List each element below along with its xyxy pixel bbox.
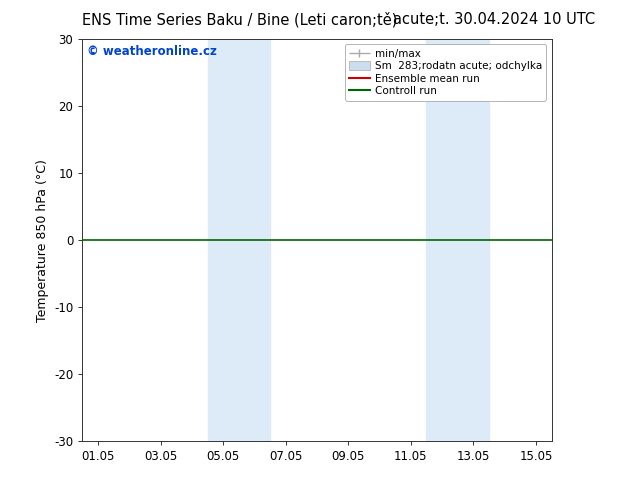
- Text: ENS Time Series Baku / Bine (Leti caron;tě): ENS Time Series Baku / Bine (Leti caron;…: [82, 12, 398, 28]
- Bar: [207, 39, 270, 441]
- Text: acute;t. 30.04.2024 10 UTC: acute;t. 30.04.2024 10 UTC: [393, 12, 595, 27]
- Y-axis label: Temperature 850 hPa (°C): Temperature 850 hPa (°C): [36, 159, 49, 321]
- Text: © weatheronline.cz: © weatheronline.cz: [87, 45, 217, 58]
- Bar: [427, 39, 489, 441]
- Legend: min/max, Sm  283;rodatn acute; odchylka, Ensemble mean run, Controll run: min/max, Sm 283;rodatn acute; odchylka, …: [345, 45, 547, 100]
